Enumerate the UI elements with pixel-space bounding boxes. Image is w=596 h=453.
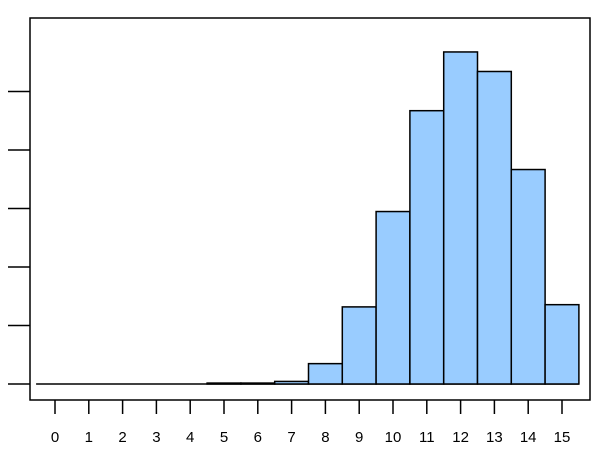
- x-tick-label-11: 11: [419, 429, 435, 446]
- x-tick-label-13: 13: [486, 429, 503, 446]
- bar-9: [341, 306, 377, 385]
- bar-6: [240, 382, 276, 385]
- x-tick-label-7: 7: [287, 429, 295, 446]
- x-tick-label-5: 5: [220, 429, 228, 446]
- x-tick-label-8: 8: [321, 429, 329, 446]
- x-tick-label-1: 1: [85, 429, 93, 446]
- x-tick-label-14: 14: [520, 429, 537, 446]
- x-tick-label-15: 15: [554, 429, 571, 446]
- bar-11: [409, 109, 445, 385]
- x-tick-label-2: 2: [118, 429, 126, 446]
- bar-12: [442, 51, 479, 385]
- x-tick-label-10: 10: [385, 429, 402, 446]
- bars: [36, 51, 580, 385]
- x-tick-label-3: 3: [152, 429, 160, 446]
- x-axis-tick-labels: 0 1 2 3 4 5 6 7 8 9 10 11 12 13 14 15: [51, 429, 571, 446]
- x-tick-label-0: 0: [51, 429, 59, 446]
- bar-13: [476, 70, 513, 385]
- x-axis-ticks: [54, 400, 563, 414]
- bar-8: [307, 362, 344, 385]
- bar-15: [544, 303, 580, 385]
- bar-10: [375, 210, 411, 385]
- bar-7: [273, 380, 310, 385]
- bar-5: [206, 382, 242, 385]
- bar-14: [510, 168, 546, 385]
- y-axis-ticks: [8, 90, 30, 385]
- x-tick-label-12: 12: [452, 429, 469, 446]
- x-tick-label-9: 9: [355, 429, 363, 446]
- x-tick-label-4: 4: [186, 429, 194, 446]
- x-tick-label-6: 6: [254, 429, 262, 446]
